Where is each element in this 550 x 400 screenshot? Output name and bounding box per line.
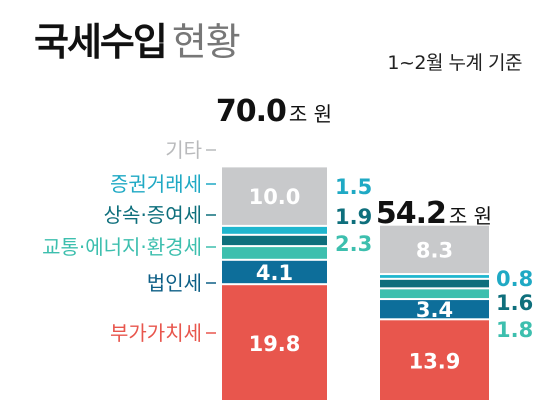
category-label: 교통·에너지·환경세	[42, 235, 202, 259]
side-value-label: 1.9	[335, 205, 372, 229]
category-label: 부가가치세	[110, 321, 202, 345]
total-label: 70.0 조 원	[216, 94, 332, 129]
bar-segment	[222, 167, 327, 225]
category-label: 증권거래세	[110, 172, 202, 196]
bar-segment	[380, 279, 489, 288]
period-note: 1~2월 누계 기준	[387, 52, 522, 74]
bar-segment	[222, 226, 327, 234]
bar-segment	[380, 275, 489, 278]
category-label: 법인세	[147, 271, 202, 295]
bar-segment	[380, 300, 489, 319]
segment-value-label: 8.3	[416, 238, 453, 262]
side-value-label: 1.6	[496, 291, 533, 315]
bar-segment	[222, 235, 327, 246]
side-value-label: 1.8	[496, 318, 533, 342]
chart-title: 국세수입 현황	[34, 20, 241, 64]
bar-segment	[380, 225, 489, 274]
segment-value-label: 10.0	[249, 185, 301, 209]
side-value-label: 2.3	[335, 232, 372, 256]
total-unit: 조 원	[289, 102, 332, 126]
total-value: 70.0	[216, 94, 286, 129]
total-label: 54.2 조 원	[376, 196, 492, 231]
bar-segment	[222, 260, 327, 284]
total-value: 54.2	[376, 196, 446, 231]
category-label: 기타	[165, 138, 202, 162]
category-label: 상속·증여세	[104, 203, 202, 227]
bar-segment	[222, 285, 327, 400]
side-value-label: 1.5	[335, 175, 372, 199]
segment-value-label: 13.9	[409, 350, 461, 374]
bar-segment	[380, 320, 489, 400]
segment-value-label: 4.1	[256, 261, 293, 285]
total-unit: 조 원	[449, 204, 492, 228]
segment-value-label: 19.8	[249, 332, 301, 356]
bar-segment	[380, 289, 489, 299]
side-value-label: 0.8	[496, 267, 533, 291]
bar-segment	[222, 247, 327, 259]
title-sub: 현황	[171, 20, 241, 64]
title-main: 국세수입	[34, 20, 168, 64]
segment-value-label: 3.4	[416, 298, 453, 322]
